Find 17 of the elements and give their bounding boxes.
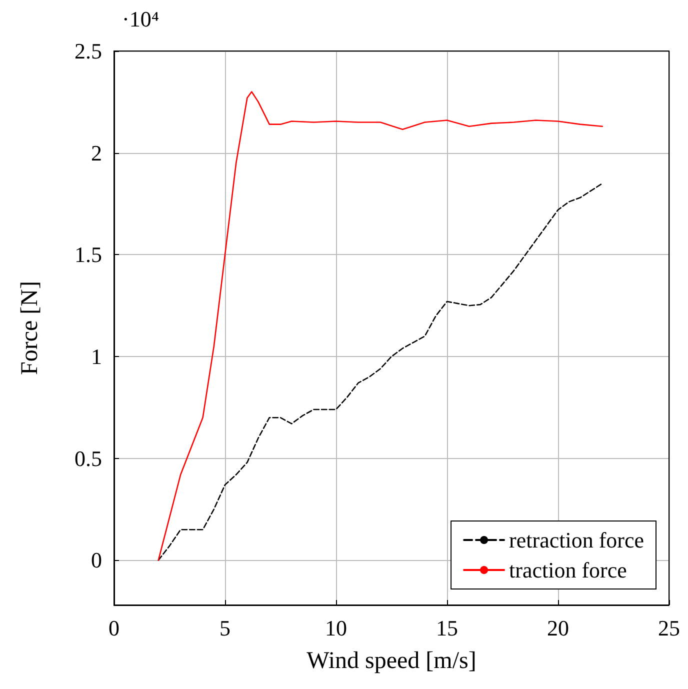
x-tick-label: 5 — [220, 616, 230, 640]
y-tick-label: 0.5 — [74, 446, 102, 471]
text: ·10⁴ — [122, 6, 160, 32]
x-axis-title: Wind speed [m/s] — [306, 648, 476, 674]
x-tick-label: 0 — [108, 616, 120, 640]
y-tick-label: 0 — [91, 548, 102, 573]
y-tick-label: 2 — [91, 140, 102, 166]
y-tick-label: 1 — [91, 344, 102, 370]
y-tick-label: 1.5 — [74, 242, 102, 268]
legend-label: retraction force — [509, 528, 644, 552]
y-tick-label: 2.5 — [74, 38, 102, 64]
x-tick-label: 20 — [547, 616, 569, 640]
y-axis-title: Force [N] — [17, 281, 43, 375]
x-tick-label: 25 — [658, 616, 680, 640]
x-tick-label: 15 — [436, 616, 458, 640]
x-tick-label: 10 — [325, 616, 347, 640]
legend-label: traction force — [509, 558, 627, 582]
